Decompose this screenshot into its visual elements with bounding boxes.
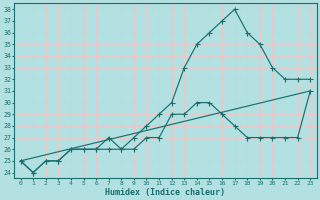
X-axis label: Humidex (Indice chaleur): Humidex (Indice chaleur) xyxy=(105,188,225,197)
